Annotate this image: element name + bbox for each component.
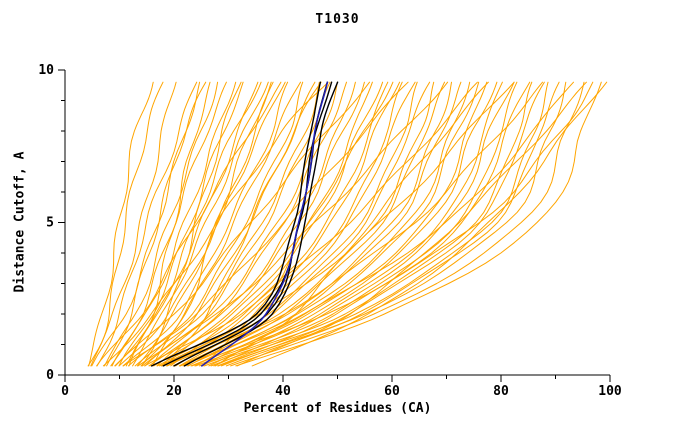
model-curves-orange [102, 81, 329, 367]
model-curves-orange [90, 81, 164, 367]
model-curves-orange [202, 81, 394, 367]
model-curves-orange [152, 81, 272, 367]
x-tick-label: 20 [166, 384, 182, 399]
model-curves-orange [156, 81, 389, 367]
model-curves-orange [217, 81, 567, 367]
model-curves-orange [96, 81, 282, 367]
model-curves-orange [137, 81, 449, 367]
model-curves-orange [190, 81, 594, 367]
model-curve-blue [201, 81, 329, 367]
model-curves-orange [210, 81, 549, 367]
model-curves-orange [153, 81, 373, 367]
model-curves-orange [201, 81, 480, 367]
model-curves-orange [161, 81, 322, 367]
y-tick-label: 10 [38, 63, 54, 78]
x-tick-label: 100 [598, 384, 622, 399]
model-curves-orange [128, 81, 211, 367]
model-curves-orange [104, 81, 219, 367]
model-curves-orange [178, 81, 416, 367]
model-curves-orange [213, 81, 515, 367]
model-curves-black [173, 81, 333, 367]
y-tick-label: 5 [46, 216, 54, 231]
model-curves-orange [217, 81, 531, 367]
model-curves-orange [235, 81, 602, 367]
model-curves-orange [144, 81, 478, 367]
x-tick-label: 0 [61, 384, 69, 399]
model-curves-orange [88, 81, 154, 367]
model-curves-orange [156, 81, 347, 367]
model-curves-orange [195, 81, 503, 367]
model-curves-orange [142, 81, 338, 367]
model-curves-black [151, 81, 322, 367]
model-curves-orange [182, 81, 431, 367]
model-curves-orange [122, 81, 409, 367]
model-curves-orange [191, 81, 488, 367]
model-curves-orange [180, 81, 452, 367]
x-tick-label: 40 [275, 384, 291, 399]
model-curves-orange [122, 81, 289, 367]
y-axis-label: Distance Cutoff, A [12, 151, 28, 293]
x-tick-label: 60 [384, 384, 400, 399]
model-curves-orange [251, 81, 608, 367]
x-axis-label: Percent of Residues (CA) [243, 401, 432, 416]
model-curves-orange [199, 81, 518, 367]
model-curves-orange [106, 81, 207, 367]
model-curves-orange [141, 81, 242, 367]
model-curves-orange [172, 81, 435, 367]
model-curves-orange [214, 81, 489, 367]
model-curves-orange [134, 81, 320, 367]
model-curves-orange [236, 81, 587, 367]
x-tick-label: 80 [493, 384, 509, 399]
model-curves-orange [160, 81, 403, 367]
model-curves-orange [225, 81, 560, 367]
model-curves-orange [136, 81, 286, 367]
model-curves-orange [144, 81, 316, 367]
chart-title: T1030 [315, 12, 360, 27]
model-curves-orange [230, 81, 585, 367]
model-curves-orange [118, 81, 244, 367]
model-curves-orange [96, 81, 198, 367]
y-tick-label: 0 [46, 368, 54, 383]
model-curves-orange [179, 81, 574, 367]
model-curves-orange [132, 81, 269, 367]
model-curves-orange [187, 81, 445, 367]
